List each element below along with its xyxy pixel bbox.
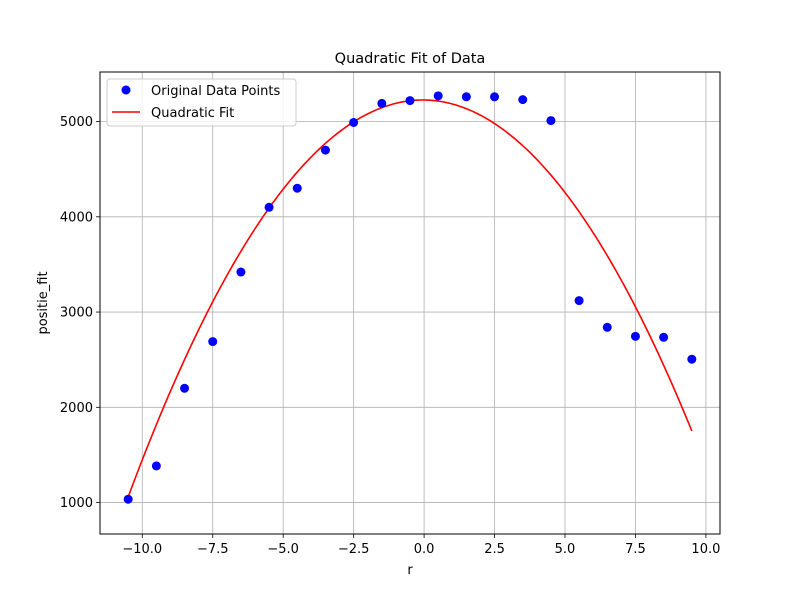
data-point	[208, 337, 218, 347]
legend-label-data-points: Original Data Points	[151, 84, 280, 99]
data-point	[180, 383, 190, 393]
legend: Original Data Points Quadratic Fit	[106, 78, 297, 127]
x-axis-label: r	[407, 563, 413, 578]
x-tick-label: 10.0	[691, 542, 720, 557]
x-tick-label: 5.0	[555, 542, 576, 557]
data-point	[546, 116, 556, 126]
data-point	[518, 95, 528, 105]
x-tick-label: −7.5	[197, 542, 229, 557]
legend-box	[106, 78, 297, 127]
x-tick-label: −10.0	[122, 542, 162, 557]
x-tick-label: 0.0	[414, 542, 435, 557]
y-axis-label: positie_fit	[36, 271, 51, 334]
data-point	[574, 296, 584, 306]
plot-area-frame	[99, 71, 721, 535]
data-point	[630, 331, 640, 341]
legend-label-fit-line: Quadratic Fit	[151, 106, 234, 121]
data-point	[123, 494, 133, 504]
chart-title: Quadratic Fit of Data	[335, 51, 486, 67]
x-tick-label: 7.5	[625, 542, 646, 557]
data-point	[292, 183, 302, 193]
y-tick-label: 4000	[60, 210, 93, 225]
data-point	[151, 461, 161, 471]
data-point	[659, 332, 669, 342]
x-tick-label: −5.0	[267, 542, 299, 557]
data-point	[461, 92, 471, 102]
data-points-layer	[123, 91, 697, 504]
data-point	[405, 96, 415, 106]
y-tick-label: 2000	[60, 401, 93, 416]
data-point	[433, 91, 443, 101]
legend-marker-data-points	[121, 85, 131, 95]
data-point	[349, 117, 359, 127]
y-tick-label: 5000	[60, 115, 93, 130]
data-point	[602, 322, 612, 332]
data-point	[236, 267, 246, 277]
x-tick-label: 2.5	[484, 542, 505, 557]
y-tick-label: 1000	[60, 496, 93, 511]
y-tick-label: 3000	[60, 306, 93, 321]
data-point	[320, 145, 330, 155]
data-point	[264, 202, 274, 212]
data-point	[377, 98, 387, 108]
x-axis-ticks: −10.0 −7.5 −5.0 −2.5 0.0 2.5 5.0 7.5 10.0	[122, 534, 720, 557]
data-point	[490, 92, 500, 102]
data-point	[687, 354, 697, 364]
y-axis-ticks: 1000 2000 3000 4000 5000	[60, 115, 100, 511]
grid-lines	[100, 72, 720, 534]
x-tick-label: −2.5	[338, 542, 370, 557]
